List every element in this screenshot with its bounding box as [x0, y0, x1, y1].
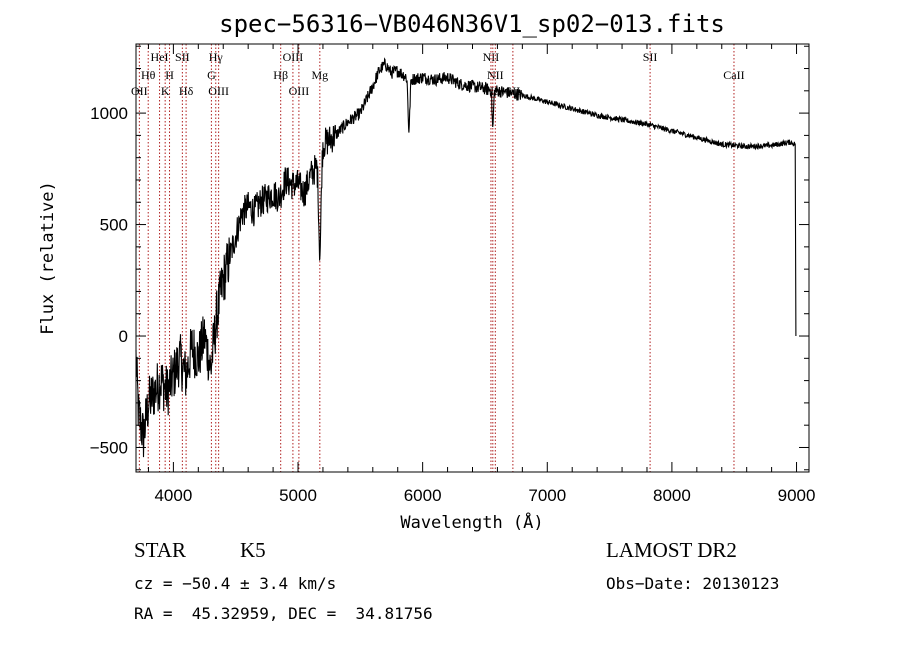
marker-label: Hθ — [141, 68, 156, 82]
redshift-cz: cz = −50.4 ± 3.4 km/s — [134, 574, 337, 593]
marker-label: CaII — [723, 68, 744, 82]
ra-dec: RA = 45.32959, DEC = 34.81756 — [134, 604, 433, 623]
marker-label: OIII — [289, 84, 310, 98]
marker-label: Hδ — [179, 84, 194, 98]
spectrum-line — [135, 57, 797, 458]
y-tick-label: −500 — [90, 438, 128, 457]
x-tick-label: 8000 — [653, 486, 691, 505]
observation-date: Obs−Date: 20130123 — [606, 574, 780, 593]
x-axis-label: Wavelength (Å) — [400, 511, 543, 533]
marker-label: Mg — [311, 68, 328, 82]
marker-label: H — [165, 68, 174, 82]
y-tick-label: 500 — [100, 216, 128, 235]
marker-label: OIII — [208, 84, 229, 98]
line-markers: OIIHθHeIKHSIIHδHγGOIIIHβOIIIOIIIMgNIINII… — [131, 44, 745, 472]
marker-label: SII — [175, 50, 190, 64]
object-subclass: K5 — [240, 538, 266, 562]
marker-label: SII — [643, 50, 658, 64]
axis-ticks: 4000 5000 6000 7000 8000 9000 −500 0 500 1000 — [90, 44, 816, 505]
x-tick-label: 4000 — [154, 486, 192, 505]
object-class: STAR — [134, 538, 186, 562]
x-tick-label: 7000 — [528, 486, 566, 505]
marker-label: NII — [483, 50, 500, 64]
marker-label: G — [207, 68, 216, 82]
marker-label: NII — [487, 68, 504, 82]
marker-label: Hβ — [273, 68, 288, 82]
y-tick-label: 1000 — [90, 104, 128, 123]
survey-name: LAMOST DR2 — [606, 538, 737, 562]
marker-label: K — [161, 84, 170, 98]
x-tick-label: 5000 — [279, 486, 317, 505]
y-axis-label: Flux (relative) — [38, 181, 58, 335]
x-tick-label: 9000 — [778, 486, 816, 505]
chart-title: spec−56316−VB046N36V1_sp02−013.fits — [219, 10, 725, 38]
marker-label: HeI — [151, 50, 169, 64]
marker-label: Hγ — [209, 50, 224, 64]
plot-frame — [135, 43, 810, 473]
x-tick-label: 6000 — [404, 486, 442, 505]
y-tick-label: 0 — [119, 327, 128, 346]
marker-label: OIII — [283, 50, 304, 64]
